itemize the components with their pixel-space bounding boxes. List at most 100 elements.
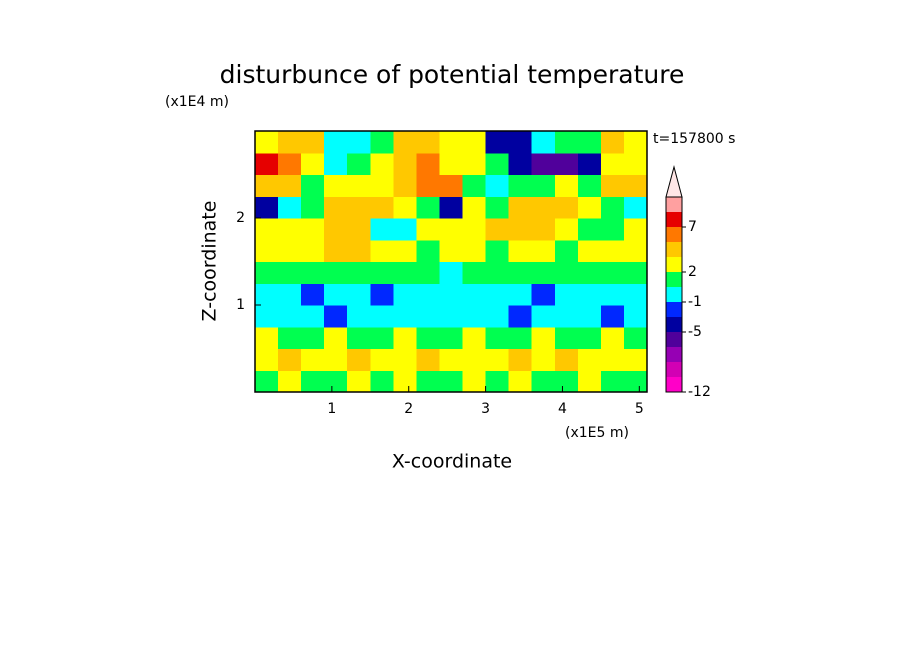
contour-cell: [577, 261, 602, 284]
contour-cell: [531, 283, 556, 306]
contour-cell: [301, 283, 325, 306]
contour-cell: [370, 326, 394, 349]
contour-cell: [278, 174, 302, 197]
contour-cell: [301, 305, 325, 328]
contour-cell: [370, 218, 394, 241]
contour-cell: [462, 326, 487, 349]
annotation: t=157800 s: [653, 131, 735, 147]
contour-cell: [600, 218, 625, 241]
contour-cell: [623, 239, 648, 262]
contour-cell: [508, 239, 533, 262]
colorbar-tick-label: -5: [688, 324, 702, 340]
colorbar-frame: [665, 196, 683, 393]
contour-cell: [393, 261, 417, 284]
contour-cell: [485, 326, 510, 349]
contour-cell: [278, 326, 302, 349]
contour-cell: [347, 218, 371, 241]
contour-cell: [439, 131, 464, 154]
contour-cell: [278, 283, 302, 306]
contour-cell: [508, 305, 533, 328]
contour-cell: [324, 131, 348, 154]
contour-cell: [439, 305, 464, 328]
contour-cell: [301, 196, 325, 219]
contour-cell: [577, 348, 602, 371]
contour-cell: [485, 218, 510, 241]
colorbar-tick-label: 7: [688, 219, 697, 235]
contour-cell: [439, 152, 464, 175]
contour-cell: [255, 370, 279, 393]
contour-cell: [531, 218, 556, 241]
contour-cell: [554, 348, 579, 371]
contour-cell: [623, 305, 648, 328]
contour-cell: [324, 326, 348, 349]
contour-cell: [439, 261, 464, 284]
contour-cell: [301, 218, 325, 241]
contour-cell: [554, 261, 579, 284]
contour-cell: [439, 218, 464, 241]
contour-cell: [600, 174, 625, 197]
colorbar-box: [666, 212, 682, 227]
y-unit: (x1E4 m): [165, 94, 229, 110]
contour-cell: [416, 218, 440, 241]
y-tick-label: 2: [236, 210, 245, 226]
colorbar-box: [666, 317, 682, 332]
contour-cell: [370, 283, 394, 306]
contour-cell: [255, 196, 279, 219]
contour-cell: [370, 305, 394, 328]
contour-cell: [416, 326, 440, 349]
contour-cell: [554, 218, 579, 241]
contour-cell: [485, 174, 510, 197]
contour-cell: [485, 305, 510, 328]
contour-cell: [324, 305, 348, 328]
colorbar-box: [666, 227, 682, 242]
contour-cell: [393, 283, 417, 306]
contour-cell: [324, 239, 348, 262]
colorbar-box: [666, 377, 682, 392]
contour-cell: [324, 218, 348, 241]
colorbar-box: [666, 347, 682, 362]
contour-cell: [347, 261, 371, 284]
contour-cell: [577, 239, 602, 262]
colorbar-box: [666, 242, 682, 257]
contour-cell: [531, 370, 556, 393]
contour-cell: [301, 348, 325, 371]
contour-cell: [623, 261, 648, 284]
contour-cell: [370, 152, 394, 175]
contour-cell: [462, 218, 487, 241]
contour-cell: [462, 348, 487, 371]
contour-cell: [577, 283, 602, 306]
contour-cell: [301, 326, 325, 349]
contour-cell: [462, 174, 487, 197]
contour-cell: [508, 131, 533, 154]
contour-cell: [370, 174, 394, 197]
contour-cell: [531, 131, 556, 154]
contour-cell: [255, 261, 279, 284]
colorbar-tick-label: 2: [688, 264, 697, 280]
contour-cell: [485, 370, 510, 393]
contour-cell: [370, 261, 394, 284]
y-tick-label: 1: [236, 297, 245, 313]
contour-cell: [623, 370, 648, 393]
contour-cell: [439, 174, 464, 197]
contour-cell: [255, 283, 279, 306]
contour-cell: [255, 218, 279, 241]
contour-cell: [370, 348, 394, 371]
contour-cell: [255, 152, 279, 175]
contour-cell: [301, 152, 325, 175]
contour-cell: [462, 131, 487, 154]
contour-cell: [531, 239, 556, 262]
contour-cell: [485, 348, 510, 371]
contour-cell: [324, 370, 348, 393]
contour-cell: [278, 261, 302, 284]
contour-cell: [301, 261, 325, 284]
contour-cell: [393, 218, 417, 241]
contour-cell: [577, 152, 602, 175]
contour-cell: [278, 239, 302, 262]
contour-cell: [531, 305, 556, 328]
contour-cell: [600, 196, 625, 219]
y-axis-label: Z-coordinate: [199, 201, 221, 322]
contour-cell: [370, 131, 394, 154]
contour-cell: [393, 131, 417, 154]
contour-cell: [393, 239, 417, 262]
contour-cell: [278, 152, 302, 175]
